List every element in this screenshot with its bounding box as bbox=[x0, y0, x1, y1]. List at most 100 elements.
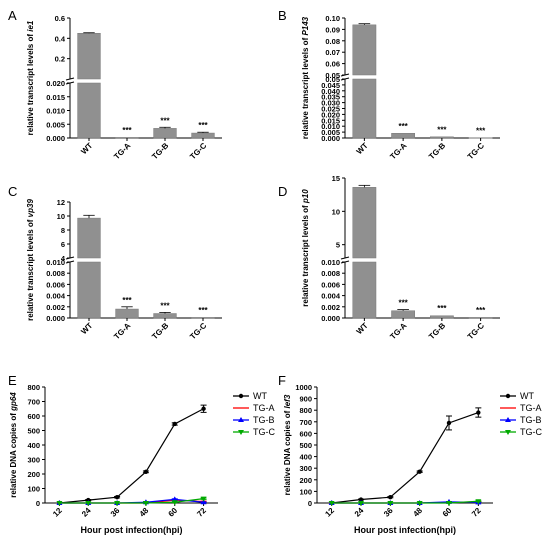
data-point bbox=[446, 420, 452, 426]
y-tick-label: 0.004 bbox=[46, 292, 66, 301]
y-tick-label: 100 bbox=[27, 485, 40, 494]
y-tick-label: 0.002 bbox=[321, 303, 340, 312]
x-tick-label: 36 bbox=[382, 506, 395, 519]
y-tick-label: 12 bbox=[57, 198, 65, 207]
y-tick-label: 8 bbox=[61, 226, 65, 235]
x-tick-label: TG-C bbox=[188, 141, 208, 161]
y-tick-label: 0.015 bbox=[46, 93, 65, 102]
legend-label: TG-A bbox=[520, 403, 542, 413]
y-tick-label: 0.4 bbox=[55, 34, 66, 43]
y-tick-label: 0.09 bbox=[325, 25, 340, 34]
x-tick-label: TG-B bbox=[427, 141, 447, 161]
y-tick-label: 500 bbox=[299, 441, 312, 450]
y-tick-label: 800 bbox=[299, 406, 312, 415]
bar bbox=[430, 136, 454, 139]
bar bbox=[352, 187, 377, 259]
x-tick-label: TG-A bbox=[388, 141, 408, 161]
bar bbox=[153, 128, 177, 139]
data-point bbox=[172, 421, 177, 427]
panel-label: F bbox=[278, 373, 286, 388]
y-tick-label: 0.008 bbox=[46, 269, 65, 278]
data-point bbox=[238, 417, 244, 422]
bar bbox=[391, 133, 415, 139]
data-point bbox=[505, 430, 511, 435]
x-tick-label: 48 bbox=[138, 506, 151, 519]
data-point bbox=[114, 501, 121, 506]
y-tick-label: 0.6 bbox=[55, 14, 65, 23]
y-tick-label: 0 bbox=[36, 499, 40, 508]
x-tick-label: 36 bbox=[109, 506, 122, 519]
data-point bbox=[142, 501, 149, 506]
panel-label: A bbox=[8, 8, 17, 23]
y-tick-label: 0.010 bbox=[46, 107, 65, 116]
y-tick-label: 0.010 bbox=[321, 258, 340, 267]
y-tick-label: 0.020 bbox=[46, 79, 65, 88]
data-point bbox=[476, 410, 481, 415]
significance-label: *** bbox=[437, 125, 447, 134]
x-axis-label: Hour post infection(hpi) bbox=[81, 525, 183, 535]
y-tick-label: 0.005 bbox=[46, 120, 65, 129]
x-tick-label: TG-A bbox=[112, 321, 132, 341]
y-axis-label: relative DNA copies of gp64 bbox=[9, 392, 18, 498]
legend-label: TG-C bbox=[253, 427, 275, 437]
bar bbox=[77, 82, 101, 139]
data-point bbox=[114, 495, 120, 500]
y-tick-label: 900 bbox=[299, 395, 312, 404]
x-tick-label: TG-C bbox=[466, 141, 486, 161]
y-tick-label: 0.020 bbox=[321, 110, 340, 119]
y-axis-label: relative transcript levels of vp39 bbox=[26, 199, 35, 321]
significance-label: *** bbox=[122, 126, 132, 135]
legend-label: TG-B bbox=[253, 415, 275, 425]
y-tick-label: 0.002 bbox=[46, 303, 65, 312]
data-point bbox=[505, 417, 511, 422]
bar bbox=[352, 78, 377, 139]
x-tick-label: 48 bbox=[411, 506, 424, 519]
y-tick-label: 5 bbox=[336, 241, 340, 250]
y-tick-label: 0.030 bbox=[321, 99, 340, 108]
legend: WT TG-A TG-B TG-C bbox=[233, 391, 275, 437]
panel-label: C bbox=[8, 184, 17, 199]
y-tick-label: 1000 bbox=[295, 383, 312, 392]
series-tg-c bbox=[328, 499, 482, 506]
panel-label: D bbox=[278, 184, 287, 199]
significance-label: *** bbox=[398, 122, 408, 131]
bar bbox=[115, 308, 139, 319]
axis-break-mark bbox=[340, 256, 350, 260]
x-tick-label: TG-A bbox=[112, 141, 132, 161]
bar bbox=[430, 315, 454, 319]
significance-label: *** bbox=[160, 301, 170, 310]
significance-label: *** bbox=[122, 296, 132, 305]
bar bbox=[352, 261, 377, 319]
data-point bbox=[171, 496, 178, 502]
y-tick-label: 10 bbox=[57, 212, 65, 221]
x-tick-label: TG-B bbox=[150, 141, 170, 161]
y-tick-label: 0.2 bbox=[55, 55, 65, 64]
bar-panel-d: D 0.000 0.002 0.004 0.006 0.008 0.010 5 10 15 rela… bbox=[278, 174, 500, 341]
y-tick-label: 200 bbox=[299, 476, 312, 485]
data-point bbox=[85, 501, 92, 506]
series-line bbox=[331, 411, 479, 504]
y-tick-label: 100 bbox=[299, 487, 312, 496]
axis-break-mark bbox=[65, 77, 75, 81]
legend-label: WT bbox=[253, 391, 267, 401]
significance-label: *** bbox=[398, 299, 408, 308]
legend: WT TG-A TG-B TG-C bbox=[500, 391, 542, 437]
data-point bbox=[505, 393, 511, 399]
y-tick-label: 0.005 bbox=[321, 128, 340, 137]
y-tick-label: 0.000 bbox=[46, 314, 65, 323]
bar bbox=[191, 317, 215, 319]
y-tick-label: 10 bbox=[332, 207, 340, 216]
significance-label: *** bbox=[160, 116, 170, 125]
data-point bbox=[416, 501, 423, 506]
y-tick-label: 0.05 bbox=[325, 75, 340, 84]
x-tick-label: 72 bbox=[470, 506, 483, 519]
bar bbox=[153, 313, 177, 319]
data-point bbox=[143, 469, 149, 475]
x-tick-label: 60 bbox=[441, 506, 454, 519]
y-tick-label: 0.05 bbox=[325, 71, 340, 80]
series-line bbox=[59, 408, 204, 504]
bar bbox=[468, 317, 493, 319]
panel-label: B bbox=[278, 8, 287, 23]
y-tick-label: 400 bbox=[299, 453, 312, 462]
